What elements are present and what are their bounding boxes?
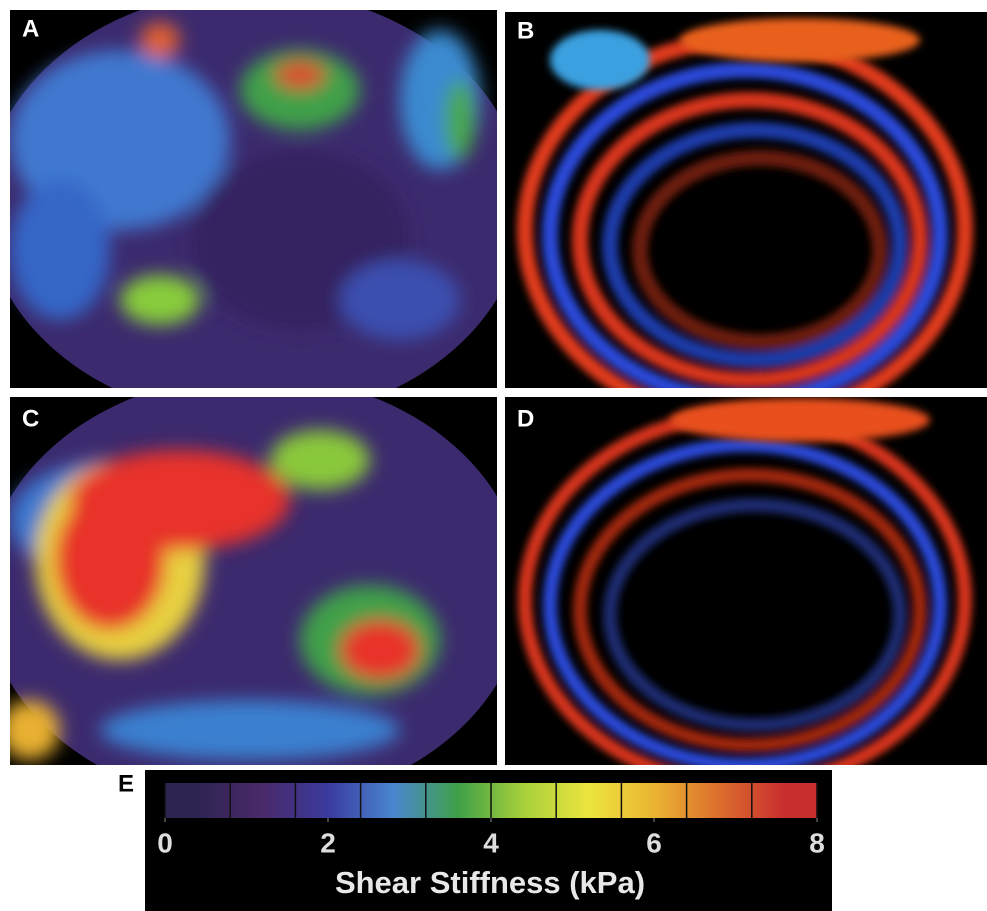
colorbar-tick-label: 4 xyxy=(483,827,499,858)
panel-label: A xyxy=(22,15,39,42)
panel-c-image xyxy=(10,397,497,765)
panel-b-image xyxy=(505,12,987,388)
colorbar-tick-label: 6 xyxy=(646,827,662,858)
panel-label: E xyxy=(118,770,134,797)
panel-a-image xyxy=(10,10,497,388)
colorbar-tick-label: 8 xyxy=(809,827,825,858)
colorbar-title: Shear Stiffness (kPa) xyxy=(335,865,645,900)
panel-label: D xyxy=(517,405,534,432)
colorbar: 0 2 4 6 8 xyxy=(157,783,825,858)
colorbar-tick-label: 2 xyxy=(320,827,336,858)
panel-d-image xyxy=(505,397,987,765)
panel-label: B xyxy=(517,17,534,44)
colorbar-tick-label: 0 xyxy=(157,827,173,858)
panel-label: C xyxy=(22,405,39,432)
